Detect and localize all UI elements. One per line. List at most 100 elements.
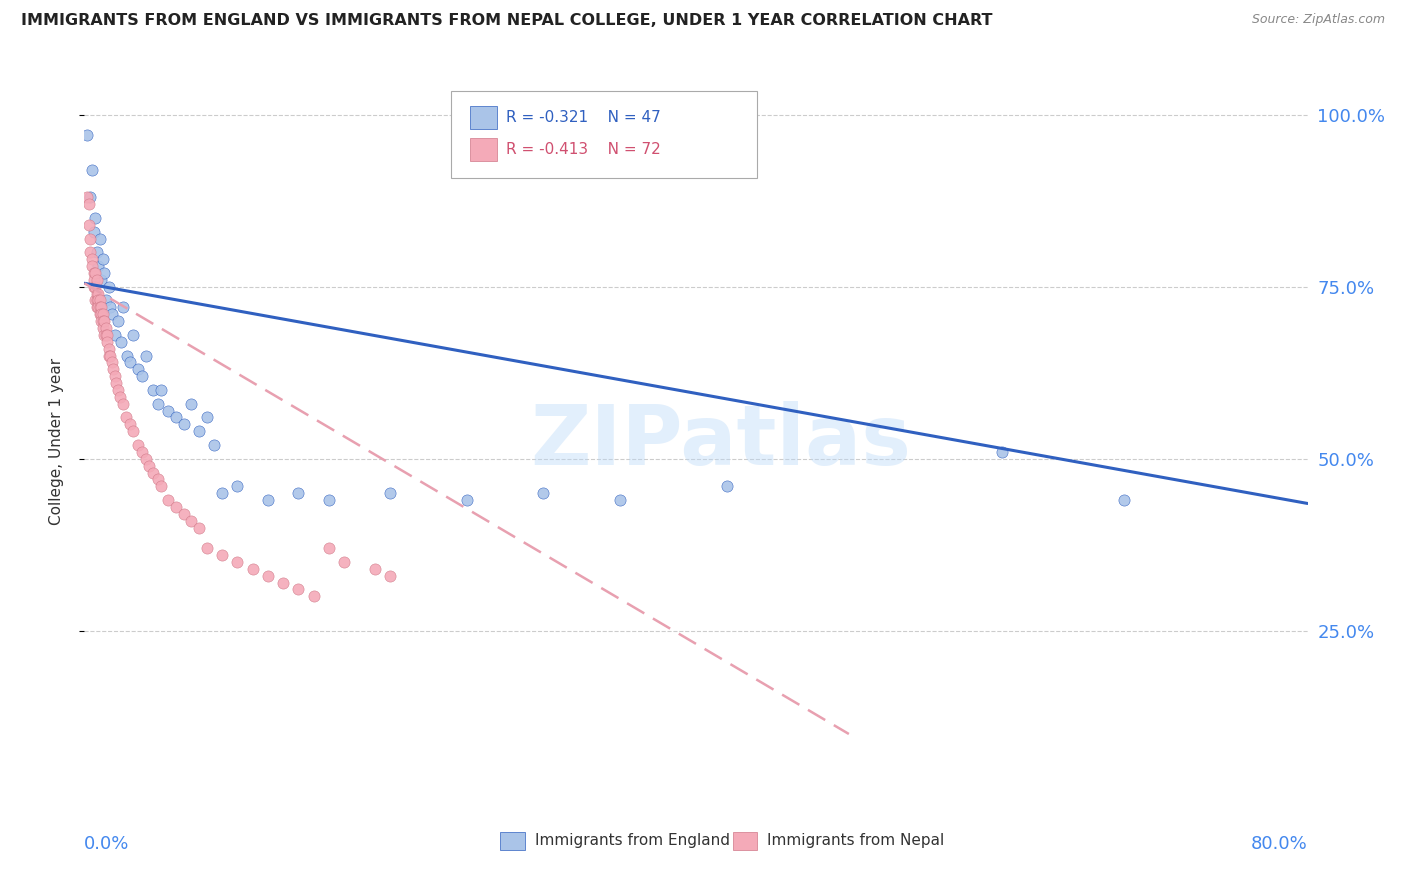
Point bbox=[114, 410, 136, 425]
Point bbox=[107, 383, 129, 397]
Point bbox=[84, 293, 107, 308]
Point bbox=[202, 438, 225, 452]
Point bbox=[107, 314, 129, 328]
Point bbox=[76, 128, 98, 143]
Point bbox=[87, 301, 110, 315]
Point bbox=[90, 301, 112, 315]
Point bbox=[115, 349, 138, 363]
Point bbox=[86, 273, 108, 287]
Point bbox=[111, 301, 134, 315]
Point bbox=[89, 307, 111, 321]
Point bbox=[89, 293, 111, 308]
Point bbox=[83, 266, 105, 280]
Point bbox=[79, 231, 101, 245]
Bar bbox=[733, 831, 758, 850]
Point bbox=[271, 575, 294, 590]
Point bbox=[318, 493, 340, 508]
Text: Immigrants from England: Immigrants from England bbox=[534, 833, 730, 848]
Point bbox=[180, 397, 202, 411]
Point bbox=[83, 279, 105, 293]
Point bbox=[531, 486, 554, 500]
Point bbox=[380, 486, 402, 500]
Point bbox=[90, 314, 112, 328]
Point bbox=[122, 327, 145, 342]
Point bbox=[173, 507, 195, 521]
FancyBboxPatch shape bbox=[451, 91, 758, 178]
Point bbox=[83, 273, 105, 287]
Point bbox=[165, 500, 187, 514]
Point bbox=[110, 334, 132, 349]
Point bbox=[302, 590, 325, 604]
Point bbox=[120, 355, 142, 369]
Point bbox=[87, 286, 110, 301]
Bar bbox=[470, 138, 496, 161]
Point bbox=[380, 568, 402, 582]
Point bbox=[173, 417, 195, 432]
Point bbox=[180, 514, 202, 528]
Point bbox=[157, 493, 180, 508]
Point bbox=[131, 369, 153, 384]
Text: R = -0.413    N = 72: R = -0.413 N = 72 bbox=[506, 142, 661, 157]
Point bbox=[97, 349, 120, 363]
Text: Source: ZipAtlas.com: Source: ZipAtlas.com bbox=[1251, 13, 1385, 27]
Text: IMMIGRANTS FROM ENGLAND VS IMMIGRANTS FROM NEPAL COLLEGE, UNDER 1 YEAR CORRELATI: IMMIGRANTS FROM ENGLAND VS IMMIGRANTS FR… bbox=[21, 13, 993, 29]
Point bbox=[287, 486, 309, 500]
Point bbox=[120, 417, 142, 432]
Point bbox=[991, 445, 1014, 459]
Point bbox=[135, 451, 157, 466]
Point bbox=[135, 349, 157, 363]
Point bbox=[90, 307, 112, 321]
Point bbox=[364, 562, 387, 576]
Point bbox=[108, 390, 131, 404]
Point bbox=[101, 355, 124, 369]
Point bbox=[84, 279, 107, 293]
Point bbox=[138, 458, 160, 473]
Point bbox=[98, 349, 121, 363]
Point bbox=[76, 190, 98, 204]
Y-axis label: College, Under 1 year: College, Under 1 year bbox=[49, 358, 63, 525]
Point bbox=[91, 321, 114, 335]
Point bbox=[609, 493, 631, 508]
Point bbox=[91, 252, 114, 267]
Text: 80.0%: 80.0% bbox=[1251, 835, 1308, 854]
Point bbox=[94, 321, 117, 335]
Point bbox=[101, 307, 124, 321]
Point bbox=[211, 548, 233, 562]
Point bbox=[80, 252, 103, 267]
Point bbox=[83, 225, 105, 239]
Point bbox=[93, 314, 115, 328]
Point bbox=[84, 266, 107, 280]
Point bbox=[195, 541, 218, 556]
Point bbox=[165, 410, 187, 425]
Point bbox=[226, 555, 249, 569]
Point bbox=[79, 245, 101, 260]
Point bbox=[96, 327, 118, 342]
Point bbox=[91, 314, 114, 328]
Point bbox=[105, 376, 128, 390]
Point bbox=[131, 445, 153, 459]
Point bbox=[90, 273, 112, 287]
Point bbox=[122, 424, 145, 438]
Point bbox=[96, 334, 118, 349]
Point bbox=[149, 383, 172, 397]
Point bbox=[188, 424, 211, 438]
Text: R = -0.321    N = 47: R = -0.321 N = 47 bbox=[506, 110, 661, 125]
Point bbox=[104, 327, 127, 342]
Point bbox=[97, 342, 120, 356]
Point bbox=[103, 362, 125, 376]
Point bbox=[127, 438, 149, 452]
Point bbox=[211, 486, 233, 500]
Point bbox=[142, 383, 165, 397]
Point bbox=[98, 301, 121, 315]
Point bbox=[89, 301, 111, 315]
Point bbox=[127, 362, 149, 376]
Point bbox=[146, 397, 169, 411]
Point bbox=[86, 245, 108, 260]
Point bbox=[80, 162, 103, 177]
Point bbox=[111, 397, 134, 411]
Point bbox=[142, 466, 165, 480]
Text: Immigrants from Nepal: Immigrants from Nepal bbox=[766, 833, 945, 848]
Point bbox=[91, 307, 114, 321]
Point bbox=[188, 520, 211, 534]
Point bbox=[195, 410, 218, 425]
